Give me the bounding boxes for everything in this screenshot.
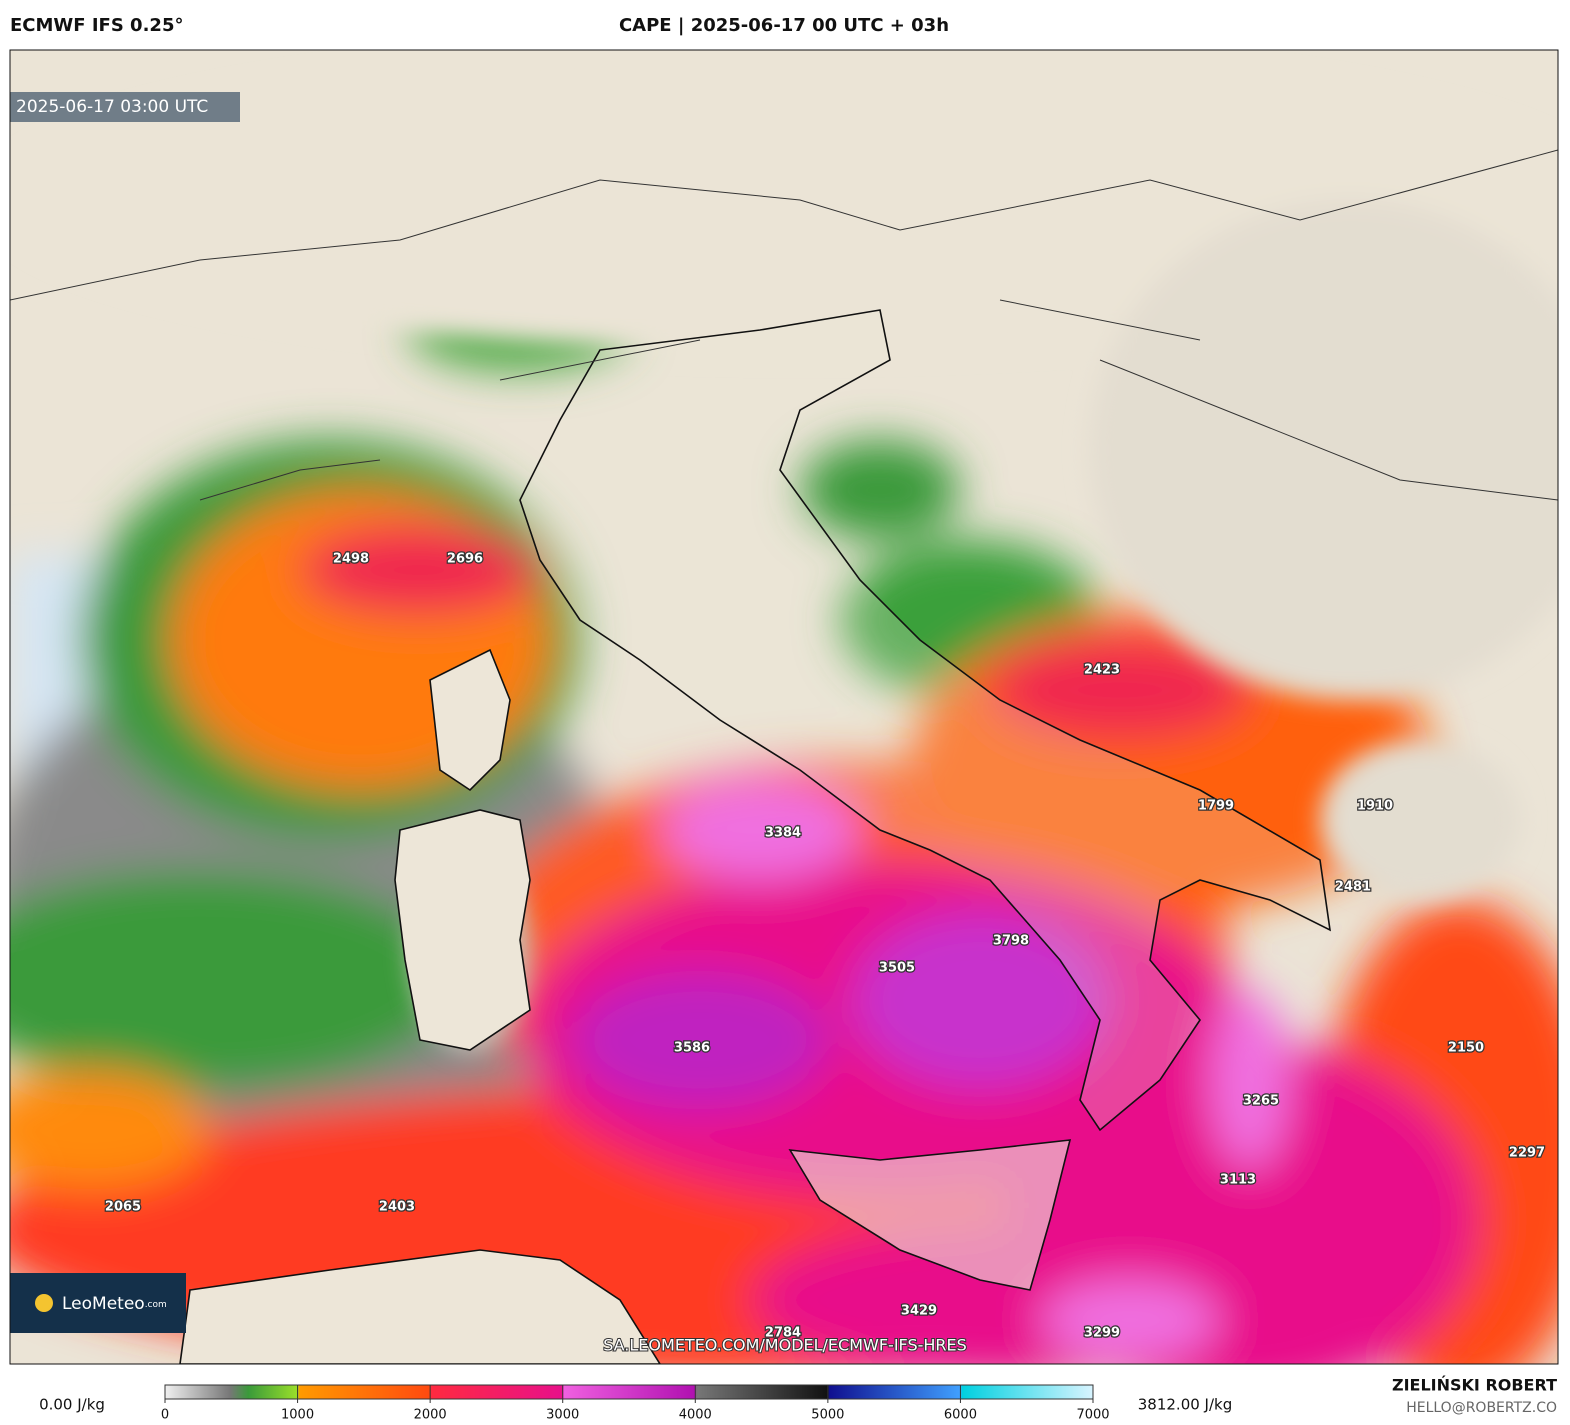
value-label: 3798 — [993, 934, 1029, 949]
value-label: 2498 — [333, 552, 369, 567]
value-label: 1799 — [1198, 799, 1234, 814]
value-label: 2481 — [1335, 880, 1371, 895]
logo-text: LeoMeteo.com — [62, 1294, 167, 1314]
value-label: 2784 — [765, 1326, 801, 1341]
value-label: 3586 — [674, 1041, 710, 1056]
map: 2498 2696 2423 3384 1799 1910 2481 3798 3505 3586… — [10, 50, 1558, 1364]
colorbar — [164, 1384, 1094, 1400]
italy-coast — [519, 309, 1332, 1132]
author: ZIELIŃSKI ROBERT — [1392, 1376, 1557, 1395]
value-label: 1910 — [1357, 799, 1393, 814]
colorbar-tick-label: 6000 — [944, 1408, 977, 1423]
logo-suffix: .com — [145, 1300, 167, 1310]
corsica — [429, 648, 511, 792]
value-label: 3505 — [879, 961, 915, 976]
logo-sun — [35, 1294, 53, 1312]
watermark: SA.LEOMETEO.COM/MODEL/ECMWF-IFS-HRES — [603, 1336, 967, 1355]
value-label: 3384 — [765, 826, 801, 841]
colorbar-min: 0.00 J/kg — [39, 1396, 105, 1414]
sardinia — [394, 809, 531, 1051]
colorbar-max: 3812.00 J/kg — [1138, 1396, 1232, 1414]
colorbar-ticks: 0 1000 2000 3000 4000 5000 6000 7000 — [161, 1385, 1110, 1423]
timestamp-box — [10, 92, 240, 122]
timestamp: 2025-06-17 03:00 UTC — [16, 97, 208, 117]
value-label: 2150 — [1448, 1041, 1484, 1056]
colorbar-tick-label: 3000 — [546, 1408, 579, 1423]
model-name: ECMWF IFS 0.25° — [10, 15, 183, 36]
colorbar-tick-label: 0 — [161, 1408, 169, 1423]
colorbar-tick-label: 1000 — [281, 1408, 314, 1423]
map-frame — [9, 49, 1559, 1365]
value-label: 2423 — [1084, 663, 1120, 678]
colorbar-tick-label: 7000 — [1076, 1408, 1109, 1423]
colorbar-tick-label: 2000 — [414, 1408, 447, 1423]
north-africa — [179, 1249, 661, 1364]
sicily — [788, 1139, 1072, 1291]
value-label: 3265 — [1243, 1094, 1279, 1109]
email: HELLO@ROBERTZ.CO — [1406, 1400, 1557, 1416]
value-label: 2065 — [105, 1200, 141, 1215]
value-labels: 2498 2696 2423 3384 1799 1910 2481 3798 3505 3586… — [104, 550, 1547, 1342]
logo-name: LeoMeteo — [62, 1294, 145, 1314]
map-title: CAPE | 2025-06-17 00 UTC + 03h — [619, 15, 949, 36]
value-label: 2696 — [447, 552, 483, 567]
value-label: 3429 — [901, 1304, 937, 1319]
colorbar-tick-label: 5000 — [811, 1408, 844, 1423]
colorbar-tick-label: 4000 — [679, 1408, 712, 1423]
value-label: 3113 — [1220, 1173, 1256, 1188]
value-label: 2403 — [379, 1200, 415, 1215]
value-label: 3299 — [1084, 1326, 1120, 1341]
borders — [10, 149, 1558, 501]
value-label: 2297 — [1509, 1146, 1545, 1161]
